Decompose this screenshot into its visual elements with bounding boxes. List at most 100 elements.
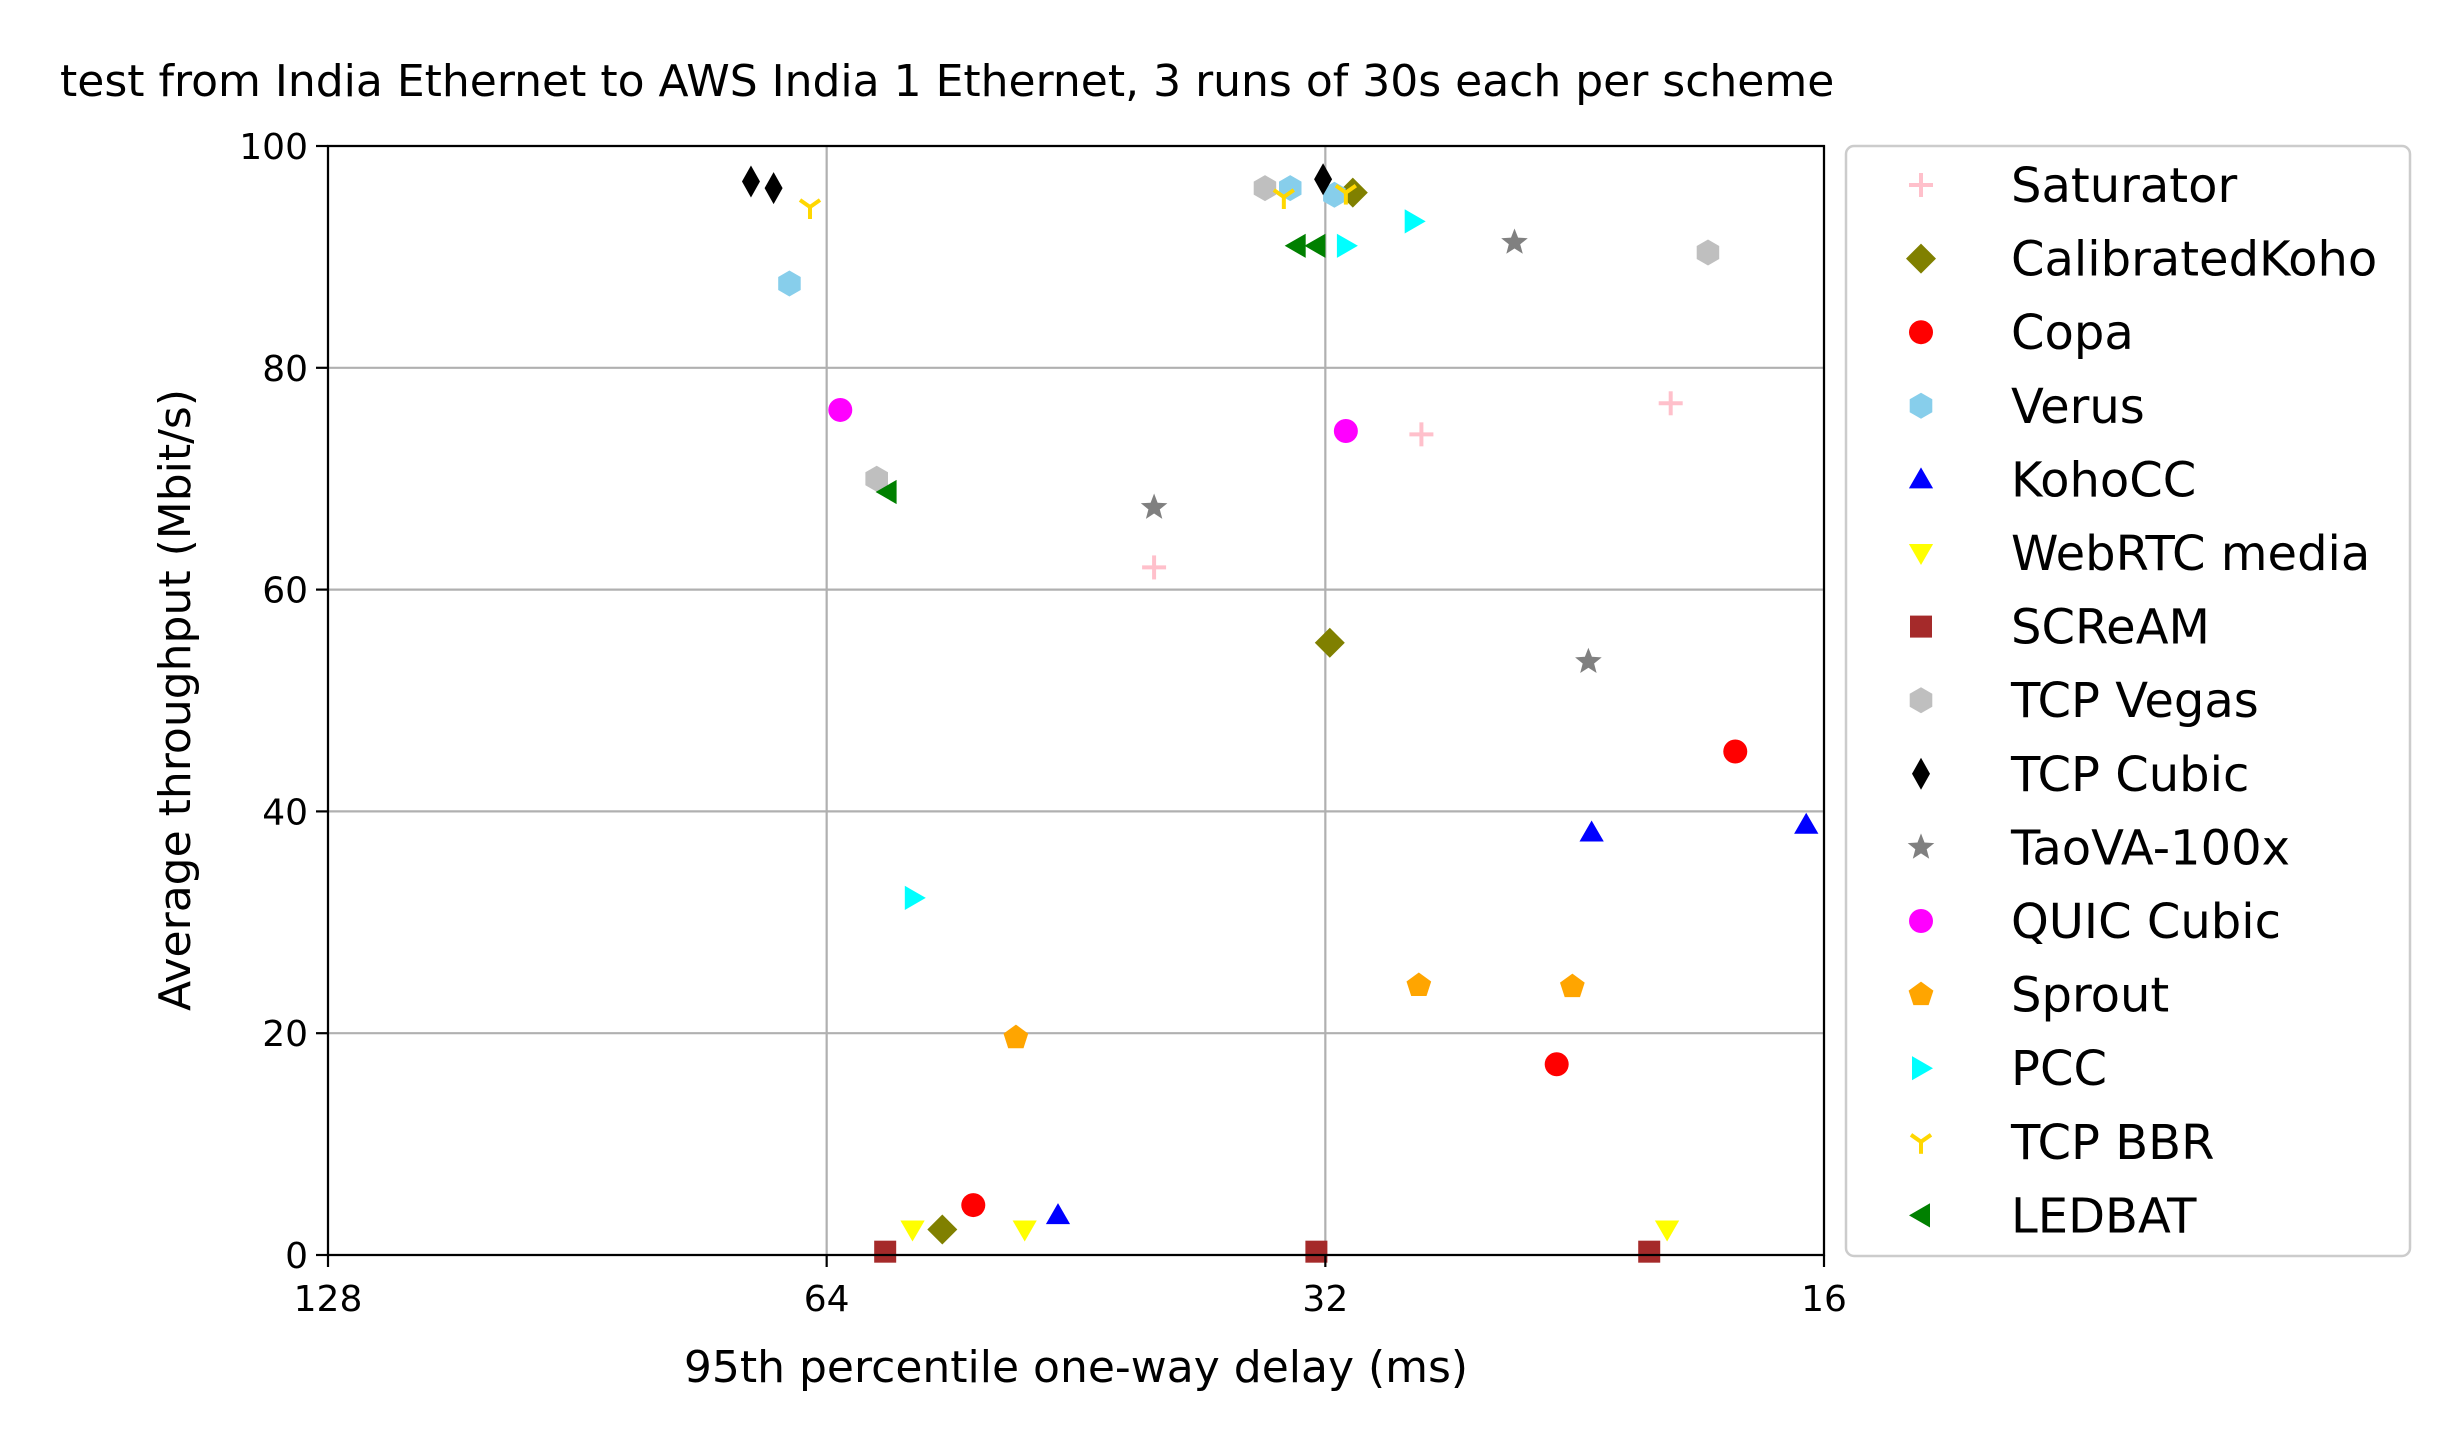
- data-point: [1314, 163, 1333, 196]
- data-point: [1012, 1220, 1037, 1242]
- y-axis-label: Average throughput (Mbit/s): [150, 389, 201, 1011]
- data-point: [1654, 1220, 1680, 1242]
- y-tick-label: 100: [239, 127, 308, 168]
- data-point: [1305, 1240, 1328, 1263]
- data-point: [778, 270, 801, 297]
- data-point: [1140, 493, 1168, 519]
- data-point: [1272, 188, 1295, 210]
- legend-label: SCReAM: [2011, 600, 2210, 656]
- plot-frame: [326, 144, 1826, 1257]
- legend-item: CalibratedKoho: [1906, 232, 2377, 288]
- legend-item: TaoVA-100x: [1907, 820, 2290, 876]
- data-point: [1334, 183, 1358, 205]
- data-point: [1794, 812, 1819, 834]
- data-point: [1003, 1024, 1029, 1049]
- legend-label: TCP Cubic: [2010, 747, 2249, 803]
- legend-marker: [1908, 544, 1934, 565]
- legend-item: Saturator: [1909, 158, 2237, 214]
- data-points: [741, 163, 1819, 1263]
- data-point: [927, 1214, 958, 1245]
- legend-item: Sprout: [1908, 968, 2169, 1024]
- data-point: [741, 165, 760, 198]
- legend-item: LEDBAT: [1909, 1188, 2197, 1244]
- legend-item: SCReAM: [1910, 600, 2210, 656]
- legend-label: CalibratedKoho: [2011, 232, 2377, 288]
- legend-marker: [1909, 1133, 1933, 1154]
- data-point: [1579, 820, 1604, 842]
- data-point: [764, 172, 783, 205]
- data-point: [1560, 973, 1585, 998]
- legend-label: Saturator: [2011, 158, 2237, 214]
- legend-box: [1844, 144, 2412, 1258]
- legend-marker: [1909, 173, 1933, 197]
- data-point: [1658, 391, 1683, 416]
- legend-label: WebRTC media: [2011, 526, 2370, 582]
- data-point: [1638, 1240, 1661, 1263]
- data-point: [1336, 233, 1358, 258]
- legend-label: TaoVA-100x: [2010, 820, 2290, 876]
- chart-title: test from India Ethernet to AWS India 1 …: [60, 56, 1834, 107]
- y-tick-label: 60: [262, 571, 308, 612]
- x-axis-label: 95th percentile one-way delay (ms): [684, 1342, 1468, 1393]
- data-point: [1544, 1052, 1569, 1077]
- data-point: [900, 1220, 925, 1242]
- legend-label: TCP Vegas: [2010, 673, 2259, 729]
- data-point: [1142, 555, 1167, 580]
- data-point: [1696, 239, 1720, 266]
- x-tick-label: 32: [1302, 1279, 1348, 1320]
- x-tick-label: 128: [294, 1279, 363, 1320]
- data-point: [1333, 419, 1358, 444]
- legend-label: QUIC Cubic: [2011, 894, 2281, 950]
- y-axis-ticks: 0 20 40 60 80 100: [239, 127, 328, 1277]
- legend-marker: [1906, 243, 1936, 274]
- data-point: [828, 397, 853, 422]
- legend-marker: [1912, 1056, 1933, 1081]
- legend-label: Sprout: [2011, 968, 2169, 1024]
- x-tick-label: 16: [1801, 1279, 1847, 1320]
- data-point: [1304, 233, 1326, 258]
- y-tick-label: 20: [262, 1014, 308, 1055]
- data-point: [1404, 209, 1426, 234]
- legend-marker: [1910, 615, 1932, 638]
- legend-label: LEDBAT: [2011, 1188, 2197, 1244]
- data-point: [1501, 228, 1528, 254]
- data-point: [875, 479, 897, 505]
- legend-label: Verus: [2011, 379, 2145, 435]
- legend-item: Verus: [1909, 379, 2145, 435]
- legend-label: PCC: [2011, 1041, 2107, 1097]
- data-point: [874, 1240, 897, 1263]
- legend-item: QUIC Cubic: [1909, 894, 2281, 950]
- legend-marker: [1909, 1203, 1930, 1228]
- data-point: [1575, 647, 1602, 673]
- data-point: [798, 198, 822, 219]
- legend-item: TCP BBR: [1909, 1115, 2214, 1171]
- legend-marker: [1908, 467, 1934, 489]
- legend-marker: [1909, 687, 1933, 714]
- legend-marker: [1909, 320, 1933, 345]
- legend-label: KohoCC: [2011, 452, 2196, 508]
- legend-marker: [1908, 981, 1934, 1006]
- y-tick-label: 40: [262, 792, 308, 833]
- data-point: [1253, 175, 1277, 202]
- legend-item: Copa: [1909, 305, 2134, 361]
- legend-label: TCP BBR: [2010, 1115, 2214, 1171]
- legend-item: WebRTC media: [1908, 526, 2370, 582]
- legend-label: Copa: [2011, 305, 2134, 361]
- x-axis-ticks: 128 64 32 16: [294, 1255, 1847, 1320]
- data-point: [904, 885, 926, 910]
- legend-marker: [1909, 392, 1933, 419]
- legend-marker: [1912, 757, 1930, 790]
- data-point: [1723, 739, 1748, 764]
- y-tick-label: 80: [262, 349, 308, 390]
- legend-item: TCP Vegas: [1909, 673, 2259, 729]
- legend-marker: [1909, 909, 1933, 933]
- data-point: [1045, 1203, 1071, 1225]
- legend-item: KohoCC: [1908, 452, 2196, 508]
- data-point: [961, 1193, 986, 1218]
- legend-item: TCP Cubic: [1912, 747, 2249, 803]
- y-tick-label: 0: [285, 1236, 308, 1277]
- data-point: [1314, 627, 1345, 658]
- legend-marker: [1907, 833, 1935, 859]
- data-point: [1406, 972, 1432, 996]
